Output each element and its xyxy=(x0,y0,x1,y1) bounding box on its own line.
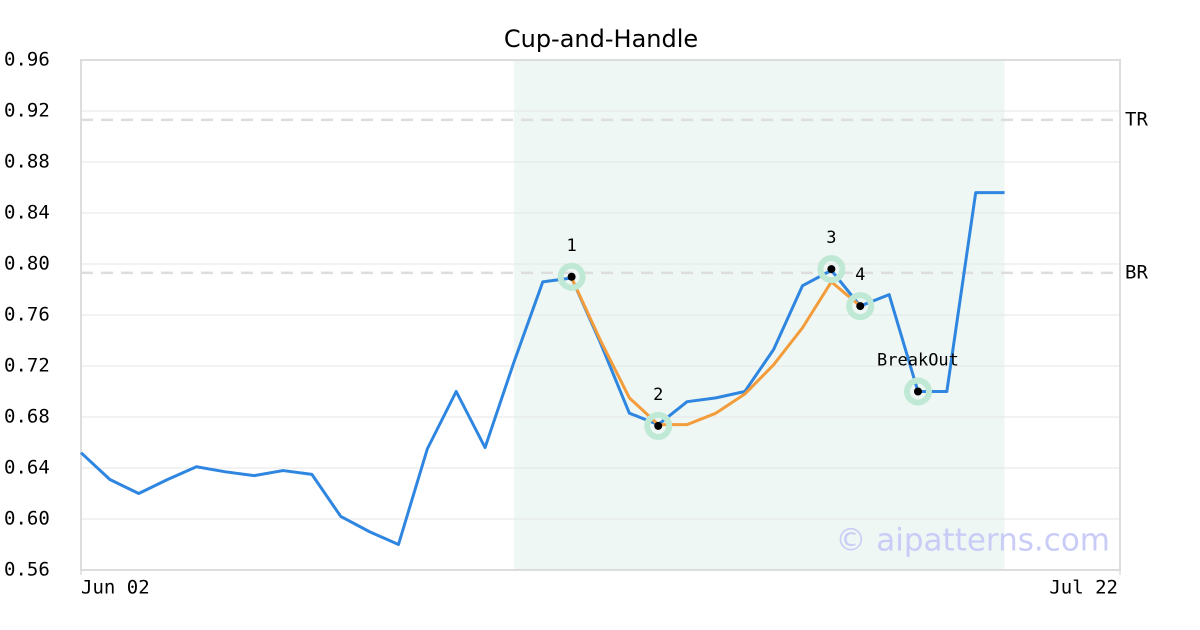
y-tick-label: 0.76 xyxy=(4,304,50,326)
y-tick-label: 0.92 xyxy=(4,100,50,122)
y-tick-label: 0.72 xyxy=(4,355,50,377)
point-halo xyxy=(817,255,846,284)
point xyxy=(913,387,922,396)
y-tick-label: 0.88 xyxy=(4,151,50,173)
point-halo xyxy=(644,411,673,440)
point-label: 3 xyxy=(826,228,836,248)
point-halo xyxy=(557,262,586,291)
plot-frame xyxy=(80,59,1121,571)
series-line xyxy=(570,277,862,427)
series-line xyxy=(79,191,1005,546)
y-tick-label: 0.60 xyxy=(4,508,50,530)
level-label: TR xyxy=(1125,108,1148,130)
point xyxy=(654,421,663,430)
y-tick-label: 0.96 xyxy=(4,49,50,71)
y-tick-label: 0.84 xyxy=(4,202,50,224)
y-tick-label: 0.68 xyxy=(4,406,50,428)
point-halo xyxy=(846,292,875,321)
x-tick-label: Jul 22 xyxy=(1049,577,1118,599)
point-halo xyxy=(903,377,932,406)
point xyxy=(567,272,576,281)
point-label: BreakOut xyxy=(877,351,959,371)
y-tick-label: 0.80 xyxy=(4,253,50,275)
y-tick-label: 0.64 xyxy=(4,457,50,479)
point xyxy=(827,265,836,274)
chart-title: Cup-and-Handle xyxy=(504,25,698,53)
point-label: 1 xyxy=(567,236,577,256)
point xyxy=(856,302,865,311)
y-tick-label: 0.56 xyxy=(4,559,50,581)
point-label: 2 xyxy=(653,385,663,405)
x-tick-label: Jun 02 xyxy=(81,577,150,599)
level-label: BR xyxy=(1125,261,1148,283)
point-label: 4 xyxy=(855,265,865,285)
watermark: © aipatterns.com xyxy=(835,523,1110,559)
